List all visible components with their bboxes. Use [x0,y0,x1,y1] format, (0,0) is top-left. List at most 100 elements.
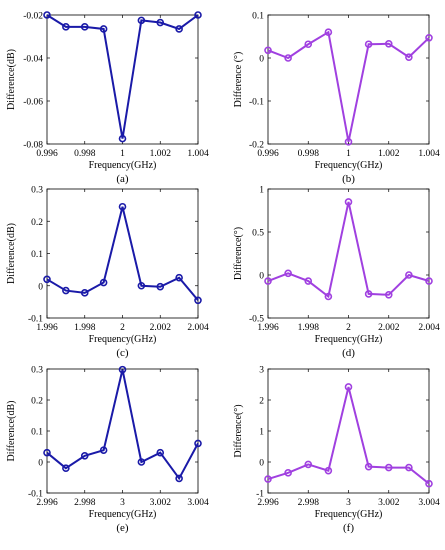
data-point [304,277,313,285]
data-point [425,33,433,42]
y-tick-label: 0.1 [252,12,264,22]
y-tick-label: 0.5 [252,229,264,239]
y-tick-label: 0 [259,272,264,282]
y-tick-label: 0.2 [31,218,43,228]
x-tick-label: 3.002 [378,498,400,508]
y-axis-label: Difference(°) [233,404,244,457]
y-tick-label: -0.2 [249,141,264,151]
data-point [364,462,373,471]
data-point [384,40,393,48]
x-axis-label: Frequency(GHz) [315,334,383,345]
x-tick-label: 2.004 [187,323,209,333]
y-tick-label: -0.02 [23,12,43,22]
y-tick-label: -0.08 [23,141,43,151]
data-point [304,460,313,469]
data-point [284,469,292,477]
data-point [62,23,70,31]
data-point [194,439,202,448]
data-point [284,269,292,278]
panel-label: (e) [116,522,129,534]
data-point [324,466,333,475]
data-point [264,46,272,55]
x-tick-label: 2 [346,323,351,333]
x-tick-label: 2 [120,323,125,333]
x-tick-label: 1.002 [378,149,400,159]
x-tick-label: 1.002 [150,149,172,159]
data-point [43,275,51,284]
x-tick-label: 2.996 [36,498,58,508]
panel-label: (c) [116,347,129,359]
data-point [156,282,165,291]
x-tick-label: 1 [120,149,125,159]
data-point [137,16,146,25]
panel-label: (d) [342,347,355,359]
data-point [175,474,183,483]
data-point [324,292,333,301]
x-tick-label: 3 [120,498,125,508]
x-tick-label: 3 [346,498,351,508]
y-tick-label: 0.1 [31,250,43,260]
y-tick-label: -0.5 [249,315,264,325]
x-tick-label: 1.004 [418,149,440,159]
y-tick-label: 1 [259,428,264,438]
x-tick-label: 3.004 [418,498,440,508]
data-point [118,134,127,143]
panel-label: (a) [116,173,129,185]
y-tick-label: -0.04 [23,55,43,65]
data-point [99,25,108,33]
x-tick-label: 1.996 [36,323,58,333]
y-axis-label: Difference(°) [233,227,244,280]
data-point [304,40,313,49]
data-point [99,278,108,287]
x-tick-label: 2.998 [298,498,320,508]
data-point [62,286,70,295]
x-axis-label: Frequency(GHz) [315,160,383,171]
y-tick-label: 0.3 [31,366,43,376]
y-tick-label: -0.1 [249,98,264,108]
series-line [46,14,199,139]
data-point [364,40,373,49]
data-point [194,11,202,19]
data-point [344,198,353,206]
y-axis-label: Difference(dB) [6,223,17,284]
y-tick-label: -0.1 [28,490,43,500]
y-tick-label: 0 [38,282,43,292]
x-axis-label: Frequency(GHz) [89,334,157,345]
data-point [324,28,333,37]
x-tick-label: 2.002 [150,323,172,333]
data-point [80,23,89,31]
data-point [384,463,393,472]
data-point [405,271,413,279]
data-point [264,475,272,483]
series-line [46,206,199,301]
data-point [405,463,413,472]
x-tick-label: 2.004 [418,323,440,333]
y-tick-label: -1 [256,490,264,500]
data-point [344,383,353,391]
x-tick-label: 3.002 [150,498,172,508]
data-point [43,448,51,457]
x-tick-label: 3.004 [187,498,209,508]
series-line [267,386,430,485]
y-axis-label: Difference(dB) [6,401,17,462]
data-point [175,273,183,282]
x-axis-label: Frequency(GHz) [89,509,157,520]
panel-label: (b) [342,173,355,185]
x-axis-label: Frequency(GHz) [315,509,383,520]
y-axis-label: Difference (°) [233,52,244,108]
data-point [264,277,272,285]
data-point [137,281,146,290]
x-tick-label: 1 [346,149,351,159]
x-axis-label: Frequency(GHz) [89,160,157,171]
x-tick-label: 2.998 [74,498,96,508]
y-tick-label: 0 [38,459,43,469]
y-tick-label: -0.06 [23,98,43,108]
y-tick-label: 0.1 [31,428,43,438]
y-tick-label: 2 [259,397,264,407]
data-point [156,448,165,457]
y-tick-label: 0.3 [31,186,43,196]
y-tick-label: 0.2 [31,397,43,407]
